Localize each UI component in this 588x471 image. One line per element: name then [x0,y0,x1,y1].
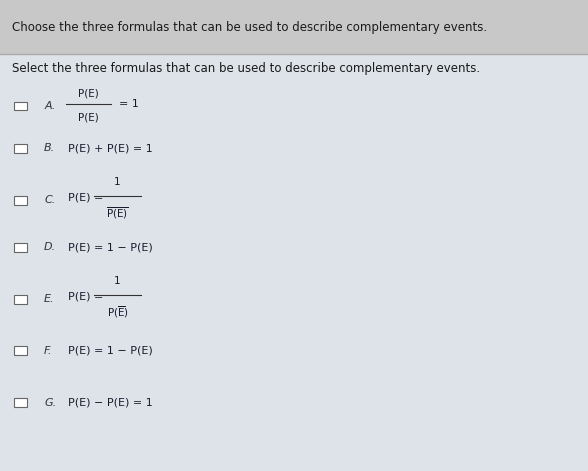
Text: P(E): P(E) [78,88,99,98]
Text: 1: 1 [114,177,121,187]
Text: P(E) =: P(E) = [68,292,103,302]
Bar [0,0,588,54]
Text: 1: 1 [114,276,121,286]
FancyBboxPatch shape [14,398,27,407]
Text: $\overline{\mathrm{P(E)}}$: $\overline{\mathrm{P(E)}}$ [106,205,129,221]
FancyBboxPatch shape [14,243,27,252]
FancyBboxPatch shape [14,196,27,204]
Text: D.: D. [44,242,56,252]
Text: Choose the three formulas that can be used to describe complementary events.: Choose the three formulas that can be us… [12,21,487,34]
Text: P(E) + P(E) = 1: P(E) + P(E) = 1 [68,143,152,154]
Text: B.: B. [44,143,55,154]
Text: E.: E. [44,294,55,304]
Text: P(E): P(E) [78,113,99,122]
FancyBboxPatch shape [14,144,27,153]
Text: C.: C. [44,195,55,205]
FancyBboxPatch shape [14,101,27,110]
Text: P(E) = 1 − P(E): P(E) = 1 − P(E) [68,346,152,356]
Text: = 1: = 1 [119,98,139,109]
Text: Select the three formulas that can be used to describe complementary events.: Select the three formulas that can be us… [12,62,480,75]
FancyBboxPatch shape [14,347,27,355]
Text: P(E) − P(E) = 1: P(E) − P(E) = 1 [68,398,152,408]
Text: P(E) = 1 − P(E): P(E) = 1 − P(E) [68,242,152,252]
Text: P(E) =: P(E) = [68,193,103,203]
Text: A.: A. [44,101,55,111]
Text: F.: F. [44,346,52,356]
Text: G.: G. [44,398,56,408]
Text: $\mathrm{P(\overline{E})}$: $\mathrm{P(\overline{E})}$ [106,304,129,320]
FancyBboxPatch shape [14,295,27,304]
Bar [0,54,588,471]
